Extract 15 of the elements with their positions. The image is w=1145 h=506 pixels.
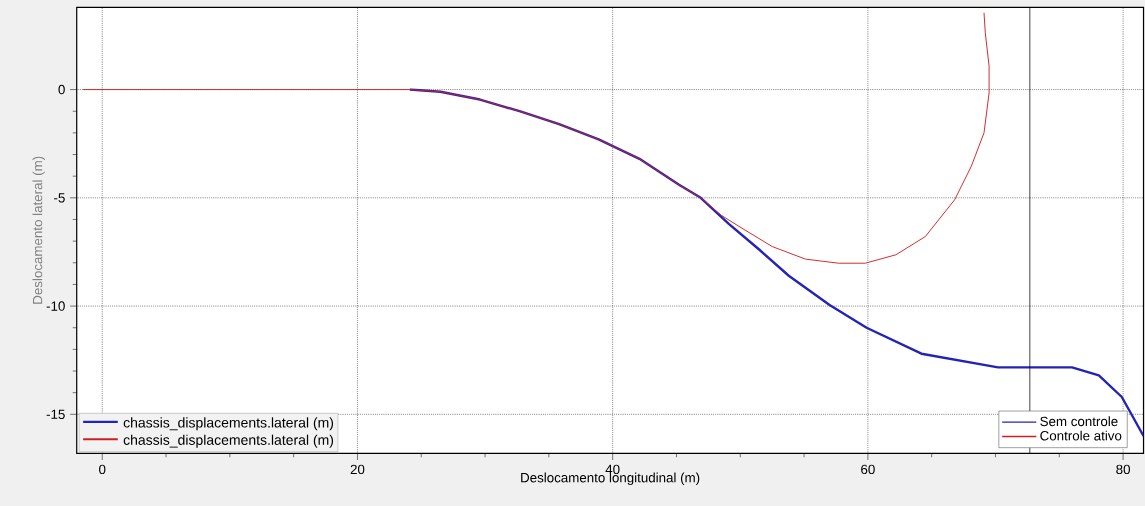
y-axis-title: Deslocamento lateral (m) xyxy=(32,156,45,304)
annotation: chassis_displacements.lateral (m) xyxy=(123,434,334,448)
y-tick-label: -5 xyxy=(54,193,65,203)
x-tick-label: 20 xyxy=(350,464,365,475)
x-tick-label: 0 xyxy=(99,464,106,475)
y-tick-label: 0 xyxy=(58,84,65,95)
annotation: chassis_displacements.lateral (m) xyxy=(123,417,334,431)
x-tick-label: 80 xyxy=(1116,464,1130,475)
y-tick-label: -15 xyxy=(46,409,65,419)
x-tick-label: 60 xyxy=(861,464,875,475)
x-axis-title: Deslocamento longitudinal (m) xyxy=(521,472,700,486)
x-tick-label: 40 xyxy=(605,464,620,475)
legend-label: Sem controle xyxy=(1040,416,1118,427)
y-tick-label: -10 xyxy=(46,301,65,311)
legend-label: Controle ativo xyxy=(1040,430,1122,441)
